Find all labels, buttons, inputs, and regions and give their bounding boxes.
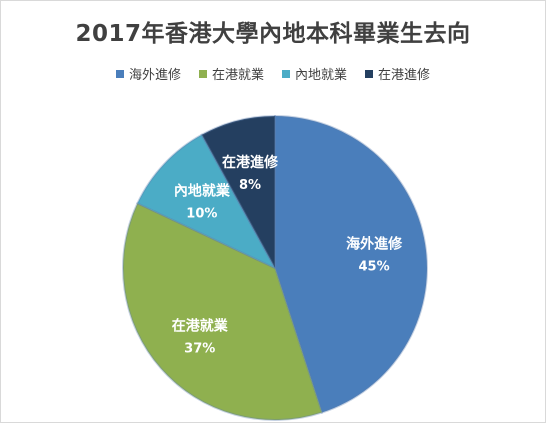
chart-legend: 海外進修 在港就業 內地就業 在港進修	[0, 64, 546, 83]
slice-label-3: 在港進修	[222, 154, 279, 171]
legend-swatch-1	[198, 69, 207, 78]
legend-label-2: 內地就業	[295, 68, 348, 83]
slice-label-1: 在港就業	[172, 317, 229, 334]
chart-title: 2017年香港大學內地本科畢業生去向	[75, 21, 471, 47]
legend-swatch-2	[282, 69, 290, 78]
legend-item-0: 海外進修	[115, 64, 181, 83]
legend-label-0: 海外進修	[128, 68, 181, 83]
slice-value-0: 45%	[359, 259, 390, 274]
pie-slice-0	[274, 114, 428, 414]
pie-slice-2	[136, 133, 278, 271]
slice-value-2: 10%	[186, 206, 217, 221]
slice-value-1: 37%	[184, 341, 215, 356]
legend-swatch-3	[365, 69, 374, 78]
slice-value-3: 8%	[239, 178, 261, 193]
pie-slice-3	[200, 114, 276, 269]
slice-label-2: 內地就業	[174, 182, 231, 199]
legend-item-3: 在港進修	[365, 64, 430, 83]
legend-item-1: 在港就業	[198, 64, 264, 83]
legend-item-2: 內地就業	[282, 64, 347, 83]
legend-label-1: 在港就業	[211, 68, 264, 83]
legend-label-3: 在港進修	[378, 68, 431, 83]
legend-swatch-0	[115, 69, 124, 78]
slice-label-0: 海外進修	[346, 235, 403, 252]
pie-slice-1	[122, 201, 324, 421]
